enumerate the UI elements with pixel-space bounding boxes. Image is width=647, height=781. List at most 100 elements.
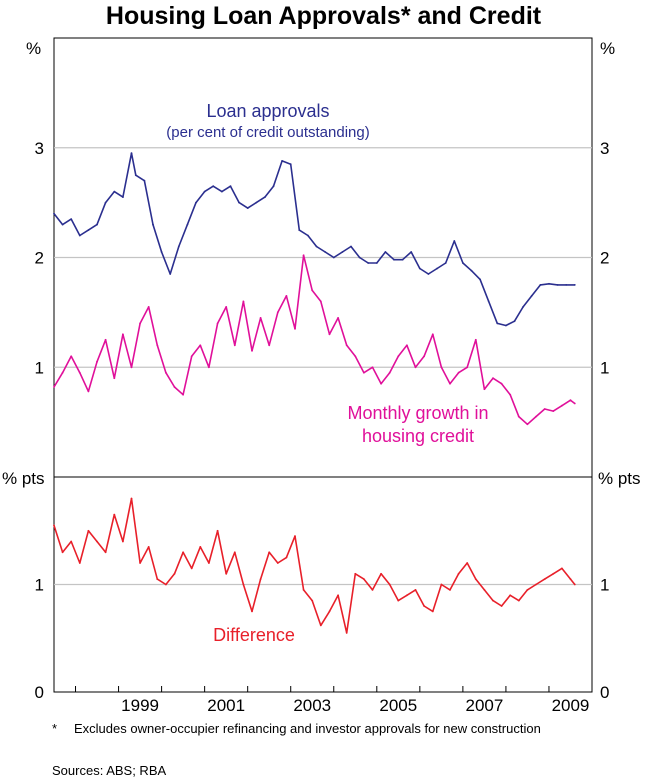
y-tick-label-right-top-3: 3 — [600, 139, 609, 158]
x-tick-label-2003: 2003 — [293, 696, 331, 715]
difference-point — [268, 551, 271, 554]
loan-approvals-point — [272, 185, 275, 188]
loan-approvals-point — [246, 207, 249, 210]
housing-credit-point — [259, 317, 262, 319]
loan-approvals-point — [393, 258, 395, 261]
housing-credit-point — [130, 366, 133, 369]
loan-approvals-point — [410, 251, 413, 253]
loan-approvals-point — [221, 190, 223, 193]
difference-point — [535, 583, 537, 586]
housing-credit-point — [139, 322, 142, 325]
difference-point — [53, 524, 55, 527]
loan-approvals-point — [87, 229, 90, 232]
housing-credit-point — [431, 333, 434, 336]
housing-credit-point — [165, 371, 167, 374]
loan-approvals-point — [367, 262, 370, 264]
housing-credit-point — [122, 333, 124, 336]
axis-labels: 1 1 2 2 3 3% % 0 0 1 1 % pts % pts 1999 2001 2003 2005 20… — [2, 39, 641, 715]
housing-credit-point — [423, 355, 425, 358]
difference-point — [388, 583, 391, 586]
housing-credit-point — [337, 317, 339, 319]
y-unit-left-top: % — [26, 39, 41, 58]
housing-credit-point — [517, 415, 520, 418]
difference-point — [156, 578, 159, 580]
difference-point — [147, 546, 150, 548]
housing-credit-point — [483, 388, 486, 391]
x-tick-label-1999: 1999 — [121, 696, 159, 715]
label-difference: Difference — [213, 625, 295, 645]
housing-credit-point — [173, 386, 176, 388]
y-tick-label-left-top-1: 1 — [35, 358, 44, 377]
difference-point — [311, 599, 314, 602]
loan-approvals-point — [513, 320, 516, 323]
loan-approvals-point — [401, 258, 404, 261]
difference-point — [165, 583, 167, 586]
difference-line — [53, 497, 576, 634]
loan-approvals-point — [384, 251, 387, 253]
loan-approvals-point — [281, 160, 283, 162]
difference-point — [492, 599, 494, 602]
difference-point — [130, 497, 133, 500]
loan-approvals-point — [195, 201, 197, 204]
housing-credit-point — [500, 382, 503, 385]
label-housing-credit-2: housing credit — [362, 426, 474, 446]
difference-point — [440, 583, 443, 586]
loan-approvals-point — [358, 256, 361, 259]
series-lines — [53, 152, 576, 634]
loan-approvals-point — [332, 256, 335, 259]
difference-point — [78, 562, 81, 564]
chart-title: Housing Loan Approvals* and Credit — [105, 2, 542, 30]
difference-point — [457, 572, 460, 575]
loan-approvals-point — [53, 212, 55, 215]
loan-approvals-point — [487, 300, 490, 303]
housing-credit-point — [78, 371, 81, 374]
loan-approvals-point — [418, 267, 421, 270]
loan-approvals-point — [264, 196, 266, 199]
housing-credit-point — [414, 366, 417, 369]
housing-credit-point — [552, 410, 555, 412]
label-loan-approvals: Loan approvals — [206, 101, 329, 121]
difference-point — [199, 546, 202, 548]
housing-credit-point — [190, 355, 193, 358]
housing-credit-point — [354, 355, 357, 358]
housing-credit-point — [156, 344, 159, 347]
loan-approvals-point — [134, 174, 137, 177]
loan-approvals-point — [444, 262, 447, 264]
y-tick-label-left-top-3: 3 — [35, 139, 44, 158]
loan-approvals-point — [324, 251, 327, 253]
difference-point — [259, 578, 262, 580]
loan-approvals-point — [375, 262, 378, 264]
difference-point — [543, 578, 546, 580]
y-tick-label-left-bottom-0: 0 — [35, 683, 44, 702]
difference-point — [70, 540, 73, 543]
x-tick-label-2007: 2007 — [465, 696, 503, 715]
loan-approvals-point — [289, 163, 292, 166]
loan-approvals-point — [453, 240, 456, 242]
housing-credit-point — [449, 382, 451, 385]
difference-point — [182, 551, 185, 554]
loan-approvals-point — [298, 229, 301, 232]
housing-credit-point — [147, 306, 150, 308]
loan-approvals-point — [556, 284, 559, 286]
y-unit-left-bottom: % pts — [2, 469, 45, 488]
loan-approvals-point — [350, 245, 352, 248]
loan-approvals-point — [565, 284, 568, 286]
sources-note: Sources: ABS; RBA — [52, 763, 167, 778]
housing-credit-point — [61, 371, 64, 374]
housing-credit-point — [268, 344, 271, 347]
difference-point — [328, 610, 331, 613]
housing-credit-point — [569, 399, 572, 402]
difference-point — [190, 567, 193, 570]
loan-approvals-point — [152, 223, 154, 226]
housing-credit-point — [466, 366, 469, 369]
loan-approvals-point — [78, 234, 81, 237]
difference-point — [242, 583, 245, 586]
housing-credit-point — [216, 322, 219, 325]
loan-approvals-point — [104, 201, 107, 204]
housing-credit-point — [311, 289, 314, 292]
housing-credit-point — [294, 327, 296, 330]
housing-credit-point — [561, 404, 563, 407]
difference-point — [233, 551, 236, 554]
housing-credit-point — [285, 295, 288, 297]
